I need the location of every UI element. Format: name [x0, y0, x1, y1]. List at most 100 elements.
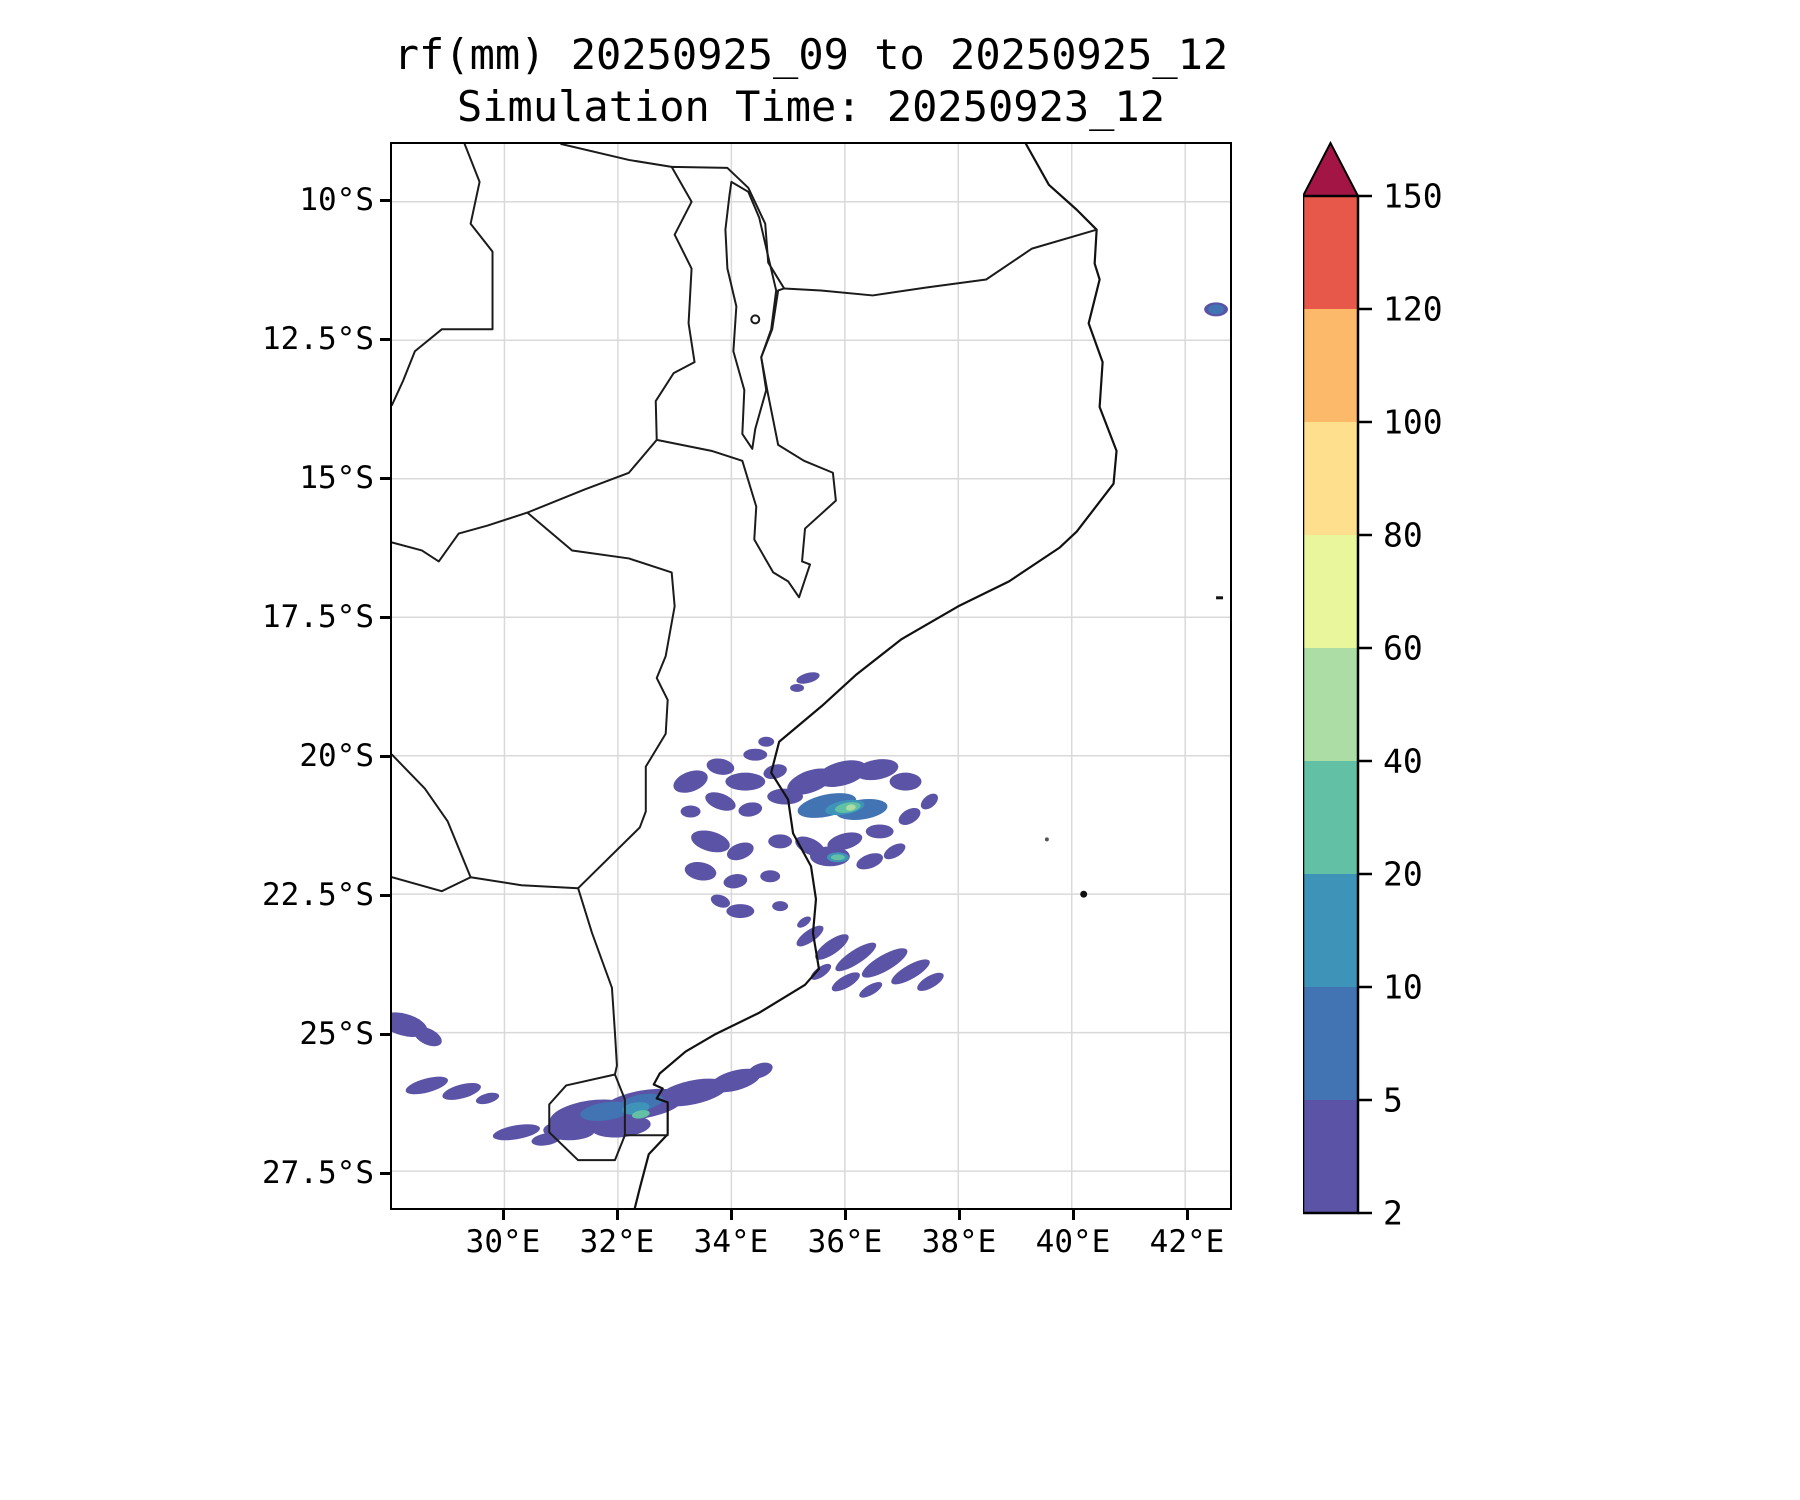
border-rovuma [783, 228, 1098, 297]
rain-cell [827, 832, 863, 851]
colorbar: 150 120 100 80 60 40 20 10 5 2 [1301, 140, 1543, 1250]
rain-cell [845, 804, 856, 811]
rain-cell [405, 1076, 449, 1095]
colorbar-labels: 150 120 100 80 60 40 20 10 5 2 [1383, 177, 1443, 1233]
ytick-mark [380, 338, 390, 341]
rain-cell [797, 916, 811, 928]
grid [392, 144, 1230, 1208]
ytick-mark [380, 616, 390, 619]
cbar-seg-120-150 [1303, 196, 1358, 309]
xtick-mark [502, 1210, 505, 1220]
xtick-38E: 38°E [921, 1224, 997, 1260]
rain-cell [856, 853, 884, 870]
rain-cell [861, 948, 908, 978]
island-dot-bassas [1044, 837, 1049, 842]
rainfall-contours [392, 302, 1229, 1146]
rain-cell [898, 807, 921, 825]
colorbar-ticks [1358, 194, 1372, 1215]
rain-cell [1208, 304, 1225, 315]
rain-cell [726, 904, 755, 919]
rain-cell [855, 759, 899, 781]
map-canvas [392, 144, 1230, 1208]
cbar-label-2: 2 [1383, 1194, 1403, 1233]
cbar-label-80: 80 [1383, 516, 1423, 555]
rain-cell [726, 842, 754, 861]
ytick-mark [380, 894, 390, 897]
rain-cell [591, 1115, 651, 1138]
rain-cell [883, 843, 906, 860]
ytick-12-5S: 12.5°S [262, 321, 374, 357]
border-eswatini [548, 1073, 626, 1162]
rain-cell [543, 1120, 596, 1141]
cbar-label-120: 120 [1383, 290, 1443, 329]
xtick-mark [1186, 1210, 1189, 1220]
border-malawi [654, 165, 837, 599]
ytick-mark [380, 1172, 390, 1175]
rain-cell [760, 870, 781, 883]
ytick-15S: 15°S [299, 460, 374, 496]
border-drc-zambia [392, 144, 494, 407]
rain-cell [865, 824, 894, 839]
xtick-mark [1072, 1210, 1075, 1220]
ytick-mark [380, 199, 390, 202]
cbar-label-150: 150 [1383, 177, 1443, 216]
rain-cell [725, 772, 766, 791]
rain-cell [796, 672, 820, 684]
cbar-seg-5-10 [1303, 987, 1358, 1100]
country-borders [392, 144, 1224, 1208]
border-botswana-zimbabwe [392, 753, 472, 879]
rain-cell [442, 1082, 481, 1100]
rain-cell [691, 830, 730, 853]
rain-cell [772, 901, 789, 912]
cbar-seg-20-40 [1303, 761, 1358, 874]
lake-malawi [724, 180, 778, 450]
xtick-mark [958, 1210, 961, 1220]
xtick-32E: 32°E [579, 1224, 655, 1260]
rain-cell [580, 1101, 632, 1121]
rain-cell [917, 972, 944, 991]
cbar-label-100: 100 [1383, 403, 1443, 442]
xtick-mark [616, 1210, 619, 1220]
rain-cell [684, 862, 717, 881]
colorbar-extend-arrow [1301, 140, 1360, 197]
rain-cell [413, 1027, 442, 1047]
rain-cell [747, 1062, 773, 1079]
map-plot [390, 142, 1232, 1210]
rain-cell [768, 834, 793, 849]
likoma-island [750, 314, 761, 325]
xtick-mark [730, 1210, 733, 1220]
rain-cell [680, 805, 701, 818]
rain-cell [920, 793, 938, 810]
rain-cell [475, 1092, 500, 1105]
coastline [633, 144, 1118, 1208]
border-zambia-zimbabwe [392, 511, 529, 563]
chart-subtitle: Simulation Time: 20250923_12 [456, 82, 1165, 131]
rain-cell [710, 1068, 761, 1093]
rain-cell [889, 772, 922, 791]
rain-cell [831, 972, 860, 992]
rain-cell [891, 959, 930, 985]
cbar-label-10: 10 [1383, 968, 1423, 1007]
rain-cell [830, 854, 845, 861]
cbar-seg-2-5 [1303, 1100, 1358, 1213]
rain-cell [796, 925, 824, 947]
ytick-20S: 20°S [299, 738, 374, 774]
cbar-label-40: 40 [1383, 742, 1423, 781]
colorbar-canvas: 150 120 100 80 60 40 20 10 5 2 [1301, 140, 1443, 1233]
cbar-seg-60-80 [1303, 535, 1358, 648]
cbar-label-5: 5 [1383, 1081, 1403, 1120]
rain-cell [738, 802, 763, 817]
xtick-36E: 36°E [807, 1224, 883, 1260]
island-dash-juandenova [1216, 596, 1224, 600]
rain-cell [810, 963, 832, 980]
rain-cell [758, 736, 775, 747]
cbar-seg-80-100 [1303, 422, 1358, 535]
cbar-seg-10-20 [1303, 874, 1358, 987]
border-zambia-mozambique [526, 438, 658, 514]
rain-cell [492, 1124, 540, 1141]
rain-cell [673, 770, 708, 793]
island-dot-europa [1080, 890, 1088, 898]
xtick-mark [844, 1210, 847, 1220]
xtick-40E: 40°E [1035, 1224, 1111, 1260]
